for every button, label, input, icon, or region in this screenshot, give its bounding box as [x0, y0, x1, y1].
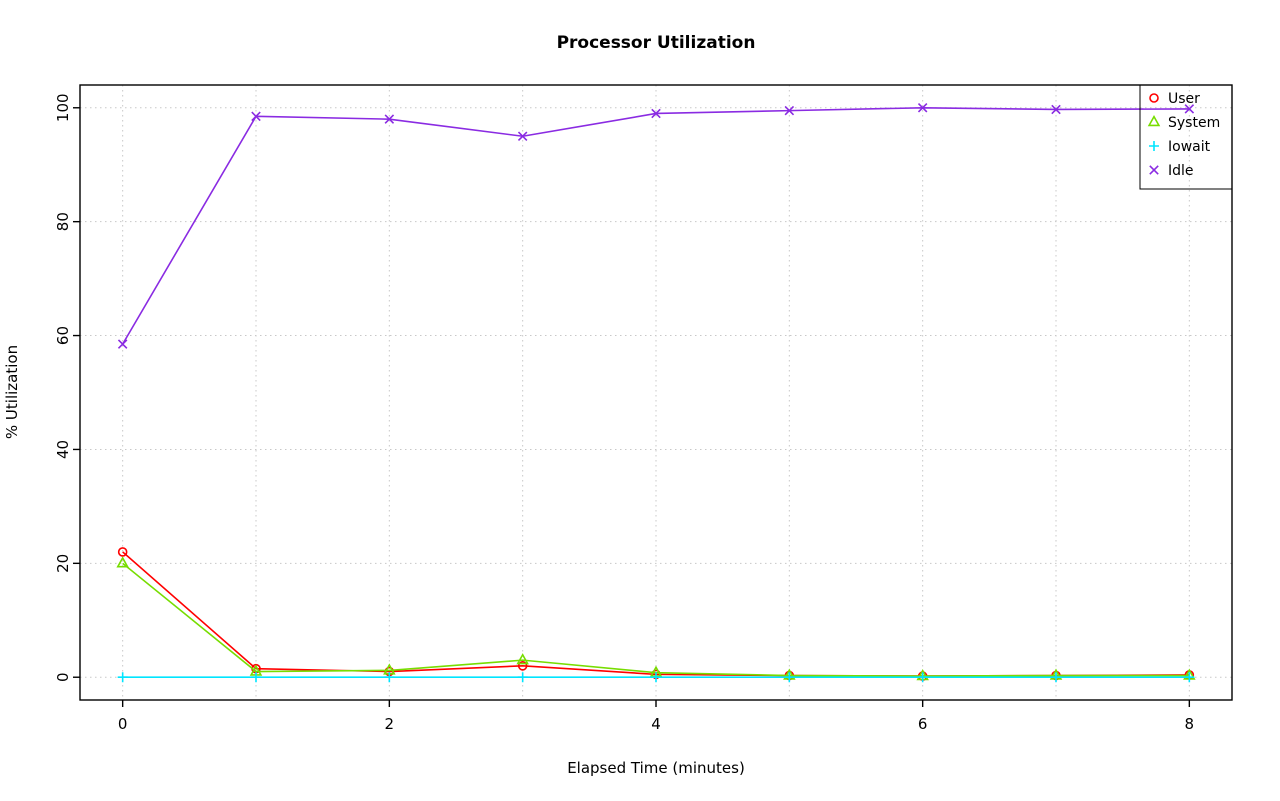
y-tick-label: 80 [54, 212, 72, 231]
y-tick-label: 0 [54, 672, 72, 682]
series-marker-iowait [784, 672, 795, 683]
series-marker-system [516, 653, 529, 665]
legend-label-system: System [1168, 115, 1220, 131]
series-marker-iowait [651, 672, 661, 683]
legend-marker-user [1149, 93, 1159, 103]
x-tick-label: 4 [651, 715, 661, 733]
legend-marker-idle [1149, 165, 1159, 175]
series-marker-idle [1051, 104, 1061, 115]
legend: User System Iowait Idle [1139, 84, 1233, 190]
series-marker-iowait [517, 672, 528, 683]
legend-marker-system [1147, 114, 1161, 127]
series-marker-idle [251, 111, 261, 122]
x-tick-label: 8 [1185, 715, 1195, 733]
plot-border [79, 84, 1233, 701]
series-marker-system [116, 556, 129, 568]
series-lines [116, 103, 1196, 683]
series-marker-idle [384, 114, 395, 124]
series-marker-iowait [1051, 672, 1061, 683]
y-axis-label: % Utilization [3, 345, 21, 439]
y-tick-label: 40 [54, 440, 72, 459]
series-marker-iowait [251, 672, 261, 683]
series-marker-iowait [917, 672, 928, 683]
series-marker-idle [1184, 104, 1195, 114]
chart-title: Processor Utilization [557, 33, 756, 53]
series-marker-idle [784, 105, 795, 116]
series-marker-idle [917, 103, 928, 113]
series-marker-iowait [384, 672, 395, 683]
series-marker-iowait [117, 672, 128, 683]
series-marker-user [117, 547, 128, 557]
legend-box [1139, 84, 1233, 190]
legend-label-iowait: Iowait [1168, 139, 1211, 155]
series-marker-user [517, 661, 528, 671]
y-tick-label: 100 [54, 93, 72, 122]
x-tick-label: 6 [918, 715, 928, 733]
x-tick-label: 2 [385, 715, 395, 733]
x-axis-label: Elapsed Time (minutes) [567, 759, 745, 777]
legend-label-user: User [1168, 91, 1200, 107]
series-marker-idle [117, 339, 128, 349]
legend-marker-iowait [1149, 141, 1159, 151]
legend-label-idle: Idle [1168, 163, 1194, 179]
gridlines [80, 85, 1232, 700]
x-tick-label: 0 [118, 715, 128, 733]
series-marker-iowait [1184, 672, 1195, 683]
y-tick-label: 20 [54, 554, 72, 573]
series-marker-idle [517, 131, 528, 142]
y-tick-label: 60 [54, 326, 72, 345]
series-marker-idle [651, 108, 661, 119]
